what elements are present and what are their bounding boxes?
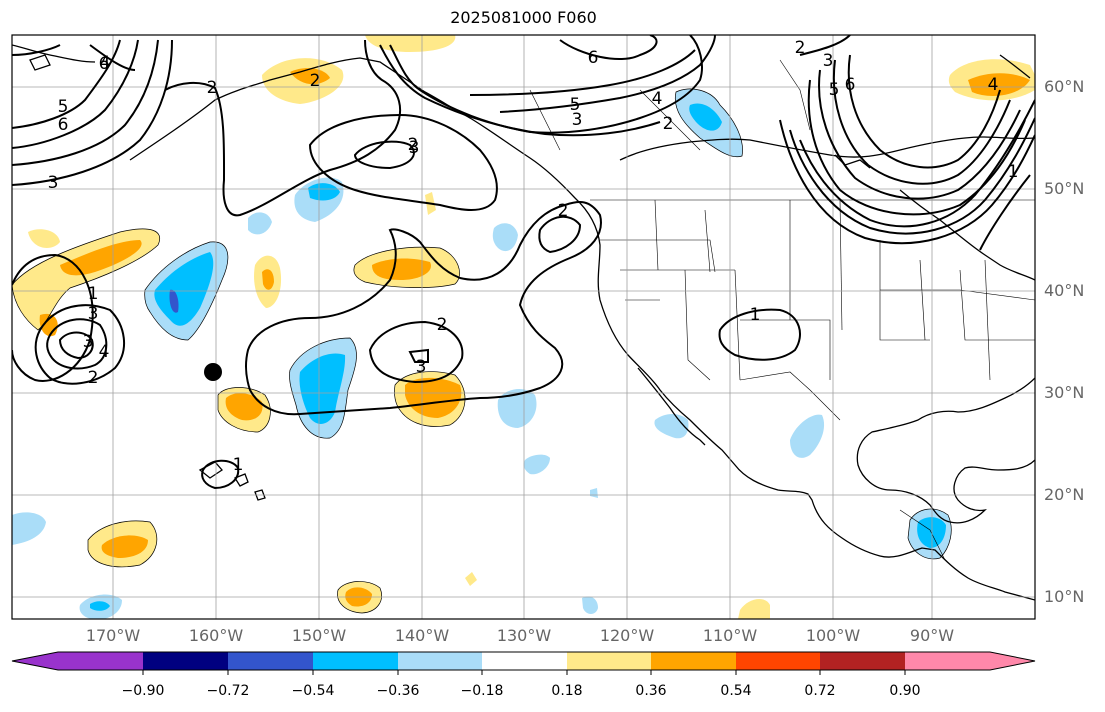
contour-label: 2 <box>437 315 448 335</box>
contour-label: 5 <box>570 95 581 115</box>
latitude-label: 20°N <box>1044 485 1085 504</box>
map-title: 2025081000 F060 <box>450 8 597 27</box>
colorbar-segment <box>398 652 482 670</box>
contour-label: 2 <box>207 78 218 98</box>
contour-label: 2 <box>310 71 321 91</box>
colorbar-segment <box>58 652 143 670</box>
contour-label: 2 <box>663 114 674 134</box>
anomaly-shading <box>12 35 1035 619</box>
contour-label: 1 <box>88 284 99 304</box>
contour-label: 1 <box>1008 162 1019 182</box>
contour-labels: 6 4 2 5 6 3 2 6 2 5 2 3 4 2 3 6 5 4 1 2 … <box>7 0 1019 475</box>
longitude-label: 90°W <box>909 626 955 645</box>
colorbar-max-extend <box>990 652 1035 670</box>
contour-label: 4 <box>652 89 663 109</box>
contour-label: 4 <box>100 53 111 73</box>
contour-label: 3 <box>823 51 834 71</box>
contour-label: 1 <box>233 455 244 475</box>
storm-center-marker <box>204 363 222 381</box>
longitude-label: 150°W <box>291 626 347 645</box>
colorbar-tick-label: 0.72 <box>804 683 836 699</box>
contour-label: 4 <box>99 342 110 362</box>
contour-label: 4 <box>988 75 999 95</box>
height-contours <box>12 35 1035 490</box>
colorbar-tick-label: −0.72 <box>206 683 250 699</box>
contour-label: 6 <box>588 48 599 68</box>
colorbar-tick-label: −0.90 <box>121 683 165 699</box>
colorbar-tick-label: −0.36 <box>376 683 420 699</box>
latitude-label: 40°N <box>1044 281 1085 300</box>
colorbar-segment <box>143 652 228 670</box>
latitude-label: 30°N <box>1044 383 1085 402</box>
colorbar-tick-label: 0.54 <box>720 683 752 699</box>
contour-label: 3 <box>409 138 420 158</box>
contour-label: 6 <box>845 75 856 95</box>
contour-label: 2 <box>558 201 569 221</box>
latitude-label: 10°N <box>1044 587 1085 606</box>
colorbar-segment <box>313 652 398 670</box>
colorbar-segment <box>228 652 313 670</box>
colorbar-segment <box>567 652 651 670</box>
contour-label: 2 <box>88 368 99 388</box>
map-frame <box>11 34 1036 620</box>
contour-label: 1 <box>750 305 761 325</box>
contour-label: 5 <box>58 97 69 117</box>
colorbar-tick-label: −0.54 <box>291 683 335 699</box>
longitude-label: 130°W <box>496 626 552 645</box>
longitude-label: 100°W <box>805 626 861 645</box>
longitude-label: 140°W <box>394 626 450 645</box>
longitude-label: 120°W <box>599 626 655 645</box>
longitude-label: 170°W <box>85 626 141 645</box>
contour-label: 3 <box>83 332 94 352</box>
contour-label: 1 <box>7 0 18 5</box>
colorbar-tick-label: 0.90 <box>889 683 921 699</box>
political-borders <box>529 59 1035 561</box>
contour-label: 6 <box>99 54 110 74</box>
contour-label: 3 <box>88 304 99 324</box>
contour-label: 6 <box>58 115 69 135</box>
shading-outlines <box>12 88 952 614</box>
colorbar <box>11 651 1036 675</box>
contour-label: 3 <box>416 357 427 377</box>
colorbar-segment <box>482 652 567 670</box>
contour-label: 3 <box>48 173 59 193</box>
latitude-label: 50°N <box>1044 179 1085 198</box>
colorbar-segment <box>651 652 736 670</box>
longitude-label: 160°W <box>188 626 244 645</box>
colorbar-tick-label: 0.36 <box>635 683 667 699</box>
colorbar-segment <box>736 652 820 670</box>
colorbar-tick-label: −0.18 <box>460 683 504 699</box>
colorbar-min-extend <box>12 652 58 670</box>
contour-label: 3 <box>572 110 583 130</box>
colorbar-tick-label: 0.18 <box>551 683 583 699</box>
longitude-label: 110°W <box>702 626 758 645</box>
colorbar-segment <box>905 652 990 670</box>
contour-label: 5 <box>829 80 840 100</box>
coastlines <box>12 44 1035 601</box>
contour-label: 2 <box>795 38 806 58</box>
contour-label: 2 <box>408 135 419 155</box>
colorbar-segment <box>820 652 905 670</box>
latitude-label: 60°N <box>1044 77 1085 96</box>
